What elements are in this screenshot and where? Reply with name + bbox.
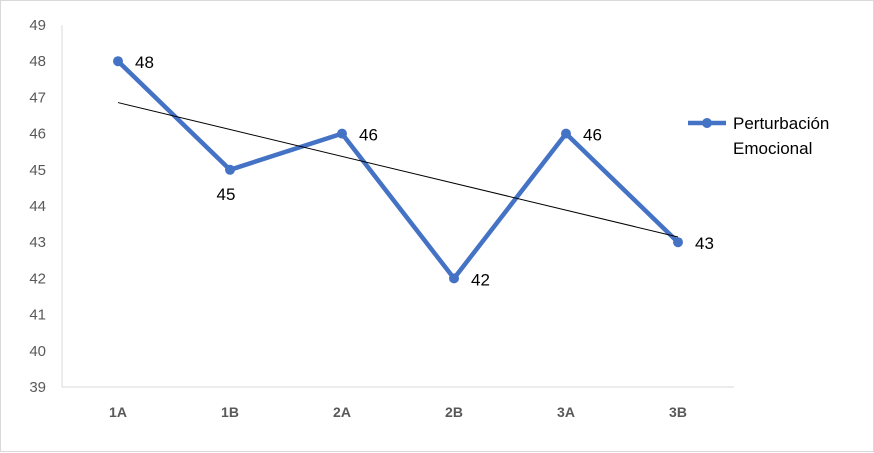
- x-tick-label: 1A: [109, 404, 127, 420]
- legend-point-marker: [702, 118, 712, 128]
- data-label: 46: [583, 126, 602, 145]
- x-tick-label: 3A: [557, 404, 575, 420]
- data-point: [449, 273, 459, 284]
- y-tick-labels: 39 40 41 42 43 44 45 46 47 48 49: [29, 17, 46, 396]
- trendline: [117, 102, 679, 238]
- x-tick-label: 1B: [221, 404, 239, 420]
- x-tick-label: 2B: [445, 404, 463, 420]
- y-tick-label: 41: [29, 307, 46, 324]
- x-tick-label: 2A: [333, 404, 351, 420]
- y-tick-label: 40: [29, 343, 46, 360]
- legend-label-line-2: Emocional: [733, 139, 812, 158]
- data-label: 48: [135, 53, 154, 72]
- y-tick-label: 49: [29, 17, 46, 34]
- data-point: [113, 56, 123, 67]
- trendline-layer: [117, 102, 679, 238]
- y-tick-label: 48: [29, 53, 46, 70]
- data-point: [225, 164, 235, 175]
- y-tick-label: 46: [29, 126, 46, 143]
- data-point: [337, 128, 347, 139]
- y-tick-label: 45: [29, 162, 46, 179]
- y-tick-label: 42: [29, 270, 46, 287]
- series-layer: [113, 56, 683, 284]
- data-point: [673, 237, 683, 248]
- y-tick-label: 39: [29, 379, 46, 396]
- x-tick-labels: 1A 1B 2A 2B 3A 3B: [109, 404, 687, 420]
- data-point: [561, 128, 571, 139]
- series-line: [115, 58, 681, 281]
- data-label: 43: [695, 234, 714, 253]
- data-label: 45: [217, 185, 236, 204]
- y-tick-label: 43: [29, 234, 46, 251]
- data-label: 42: [471, 270, 490, 289]
- data-labels: 48 45 46 42 46 43: [135, 53, 714, 289]
- data-label: 46: [359, 126, 378, 145]
- y-tick-label: 47: [29, 89, 46, 106]
- x-tick-label: 3B: [669, 404, 687, 420]
- legend-label-line-1: Perturbación: [733, 114, 829, 133]
- y-tick-label: 44: [29, 198, 46, 215]
- axes: [61, 25, 734, 388]
- legend: Perturbación Emocional: [688, 114, 829, 158]
